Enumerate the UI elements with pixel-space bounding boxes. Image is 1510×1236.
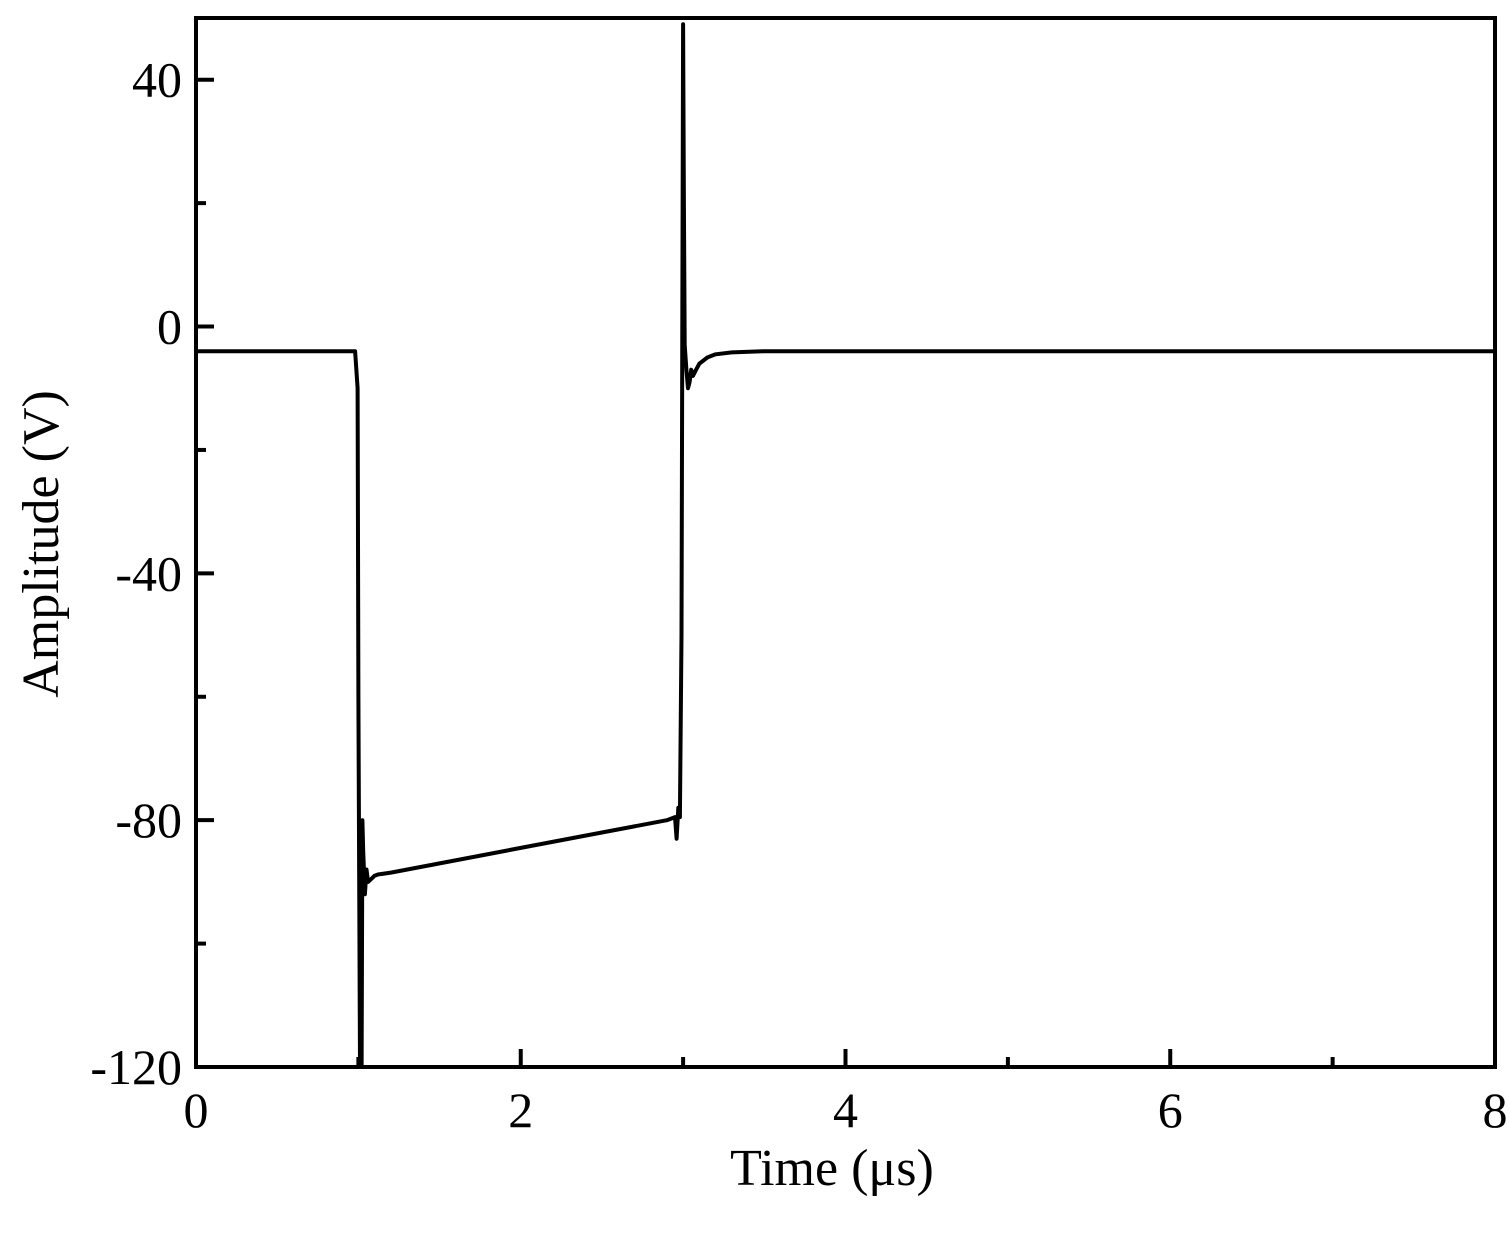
y-tick-label: -80 [115, 792, 182, 848]
x-tick-label: 0 [184, 1082, 209, 1138]
x-tick-label: 2 [508, 1082, 533, 1138]
y-tick-label: 40 [132, 52, 182, 108]
y-tick-label: 0 [157, 299, 182, 355]
y-axis-title: Amplitude (V) [13, 390, 70, 698]
x-tick-label: 4 [833, 1082, 858, 1138]
plot-frame [194, 16, 1497, 1069]
y-tick-label: -120 [90, 1039, 182, 1095]
x-tick-label: 6 [1158, 1082, 1183, 1138]
series-line [194, 22, 1497, 1069]
y-tick-label: -40 [115, 545, 182, 601]
x-tick-label: 8 [1483, 1082, 1508, 1138]
x-axis-title: Time (μs) [730, 1140, 934, 1197]
